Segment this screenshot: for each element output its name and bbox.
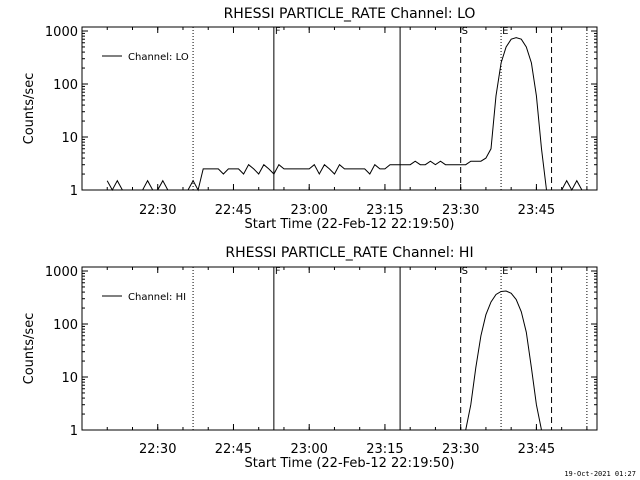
panel-1-series-line [106,37,583,192]
panel-1-event-marker-label: F [275,26,281,37]
panel-1-y-tick-label: 1000 [45,25,78,40]
panel-2-y-tick-label: 1000 [45,265,78,280]
panel-1-x-tick-label: 23:45 [518,203,555,218]
panel-1-x-axis-label: Start Time (22-Feb-12 22:19:50) [245,217,455,232]
panel-2-x-tick-label: 23:00 [290,442,327,457]
panel-2-chart-title: RHESSI PARTICLE_RATE Channel: HI [225,245,473,261]
panel-2-x-tick-label: 23:15 [366,442,403,457]
panel-2-series-line [465,290,542,431]
footer-timestamp: 19-Oct-2021 01:27 [564,470,636,478]
panel-2-x-tick-label: 22:30 [139,442,176,457]
panel-1-x-tick-label: 22:45 [215,203,252,218]
panel-2-x-tick-label: 23:30 [442,442,479,457]
panel-2-y-tick-label: 100 [53,318,78,333]
panel-2-event-marker-label: S [462,266,468,277]
panel-2-y-tick-label: 10 [61,371,78,386]
panel-2-y-axis-label: Counts/sec [22,313,37,385]
panel-2-event-marker-label: E [502,266,508,277]
panel-2-x-tick-label: 23:45 [518,442,555,457]
panel-2-plot-frame [81,266,598,431]
panel-1-y-tick-label: 1 [70,184,78,199]
panel-2-x-tick-label: 22:45 [215,442,252,457]
panel-1-x-tick-label: 22:30 [139,203,176,218]
panel-1-x-tick-label: 23:00 [290,203,327,218]
panel-1-y-tick-label: 10 [61,131,78,146]
panel-1-event-marker-label: S [462,26,468,37]
panel-2-y-tick-label: 1 [70,424,78,439]
panel-2-event-marker-label: F [275,266,281,277]
panel-1-y-tick-label: 100 [53,78,78,93]
panel-1-y-axis-label: Counts/sec [22,73,37,145]
panel-2-legend-entry: Channel: HI [128,292,186,303]
panel-1-x-tick-label: 23:15 [366,203,403,218]
panel-1-event-marker-label: E [502,26,508,37]
panel-1-legend-entry: Channel: LO [128,52,189,63]
panel-1-x-tick-label: 23:30 [442,203,479,218]
panel-2-x-axis-label: Start Time (22-Feb-12 22:19:50) [245,456,455,471]
panel-1-plot-frame [81,26,598,191]
panel-1-chart-title: RHESSI PARTICLE_RATE Channel: LO [224,6,476,22]
